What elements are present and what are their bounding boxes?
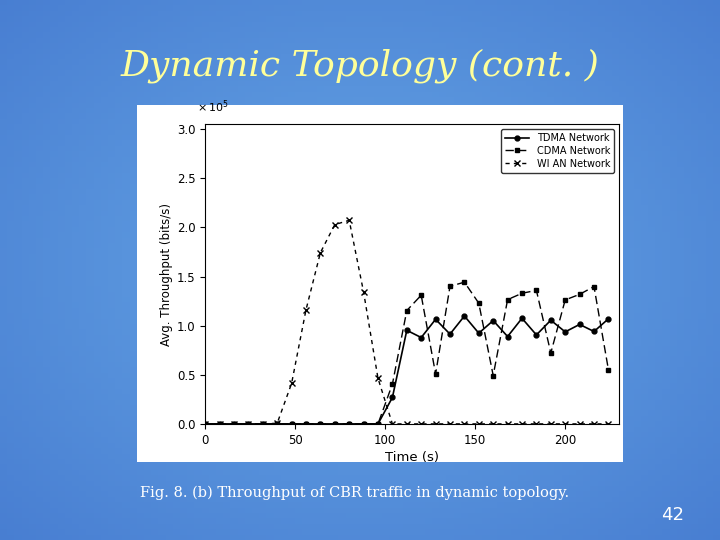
CDMA Network xyxy=(446,283,454,289)
CDMA Network xyxy=(316,421,325,427)
WI AN Network xyxy=(575,421,584,427)
CDMA Network xyxy=(431,371,440,377)
Line: WI AN Network: WI AN Network xyxy=(202,218,611,427)
TDMA Network xyxy=(402,327,411,334)
TDMA Network xyxy=(345,421,354,427)
CDMA Network xyxy=(532,287,541,294)
CDMA Network xyxy=(258,421,267,427)
Bar xyxy=(137,105,623,462)
WI AN Network xyxy=(273,420,282,427)
Line: TDMA Network: TDMA Network xyxy=(203,314,611,427)
TDMA Network xyxy=(230,421,238,427)
TDMA Network xyxy=(359,421,368,427)
WI AN Network xyxy=(388,421,397,427)
CDMA Network xyxy=(287,421,296,427)
TDMA Network xyxy=(590,328,598,335)
WI AN Network xyxy=(417,421,426,427)
WI AN Network xyxy=(287,380,296,387)
Text: Dynamic Topology (cont. ): Dynamic Topology (cont. ) xyxy=(120,49,600,83)
CDMA Network xyxy=(345,421,354,427)
WI AN Network xyxy=(474,421,483,427)
CDMA Network xyxy=(374,421,382,427)
TDMA Network xyxy=(417,334,426,341)
CDMA Network xyxy=(302,421,310,427)
WI AN Network xyxy=(359,289,368,295)
TDMA Network xyxy=(503,333,512,340)
TDMA Network xyxy=(431,316,440,322)
CDMA Network xyxy=(417,292,426,299)
Y-axis label: Avg. Throughput (bits/s): Avg. Throughput (bits/s) xyxy=(160,202,173,346)
CDMA Network xyxy=(474,300,483,306)
TDMA Network xyxy=(489,318,498,324)
CDMA Network xyxy=(460,279,469,286)
WI AN Network xyxy=(215,421,224,427)
TDMA Network xyxy=(374,421,382,427)
CDMA Network xyxy=(201,421,210,427)
TDMA Network xyxy=(302,421,310,427)
WI AN Network xyxy=(330,221,339,228)
TDMA Network xyxy=(244,421,253,427)
TDMA Network xyxy=(460,313,469,319)
CDMA Network xyxy=(330,421,339,427)
WI AN Network xyxy=(446,421,454,427)
CDMA Network xyxy=(230,421,238,427)
Text: $\times\,10^5$: $\times\,10^5$ xyxy=(197,99,228,115)
WI AN Network xyxy=(503,421,512,427)
CDMA Network xyxy=(273,421,282,427)
TDMA Network xyxy=(316,421,325,427)
CDMA Network xyxy=(604,366,613,373)
CDMA Network xyxy=(489,372,498,379)
CDMA Network xyxy=(546,350,555,356)
WI AN Network xyxy=(402,421,411,427)
TDMA Network xyxy=(532,332,541,338)
CDMA Network xyxy=(561,296,570,303)
CDMA Network xyxy=(518,290,526,296)
WI AN Network xyxy=(546,421,555,427)
CDMA Network xyxy=(388,381,397,387)
Text: Fig. 8. (b) Throughput of CBR traffic in dynamic topology.: Fig. 8. (b) Throughput of CBR traffic in… xyxy=(140,486,570,501)
CDMA Network xyxy=(215,421,224,427)
TDMA Network xyxy=(273,421,282,427)
WI AN Network xyxy=(244,421,253,427)
WI AN Network xyxy=(604,421,613,427)
TDMA Network xyxy=(201,421,210,427)
WI AN Network xyxy=(374,375,382,382)
WI AN Network xyxy=(345,217,354,224)
TDMA Network xyxy=(518,315,526,321)
TDMA Network xyxy=(287,421,296,427)
TDMA Network xyxy=(215,421,224,427)
CDMA Network xyxy=(244,421,253,427)
WI AN Network xyxy=(258,421,267,427)
TDMA Network xyxy=(546,317,555,323)
TDMA Network xyxy=(561,329,570,335)
TDMA Network xyxy=(575,321,584,328)
TDMA Network xyxy=(258,421,267,427)
WI AN Network xyxy=(431,421,440,427)
WI AN Network xyxy=(532,421,541,427)
TDMA Network xyxy=(604,315,613,322)
TDMA Network xyxy=(474,330,483,336)
TDMA Network xyxy=(446,331,454,338)
Legend: TDMA Network, CDMA Network, WI AN Network: TDMA Network, CDMA Network, WI AN Networ… xyxy=(501,129,614,173)
WI AN Network xyxy=(302,307,310,313)
Line: CDMA Network: CDMA Network xyxy=(203,280,611,427)
WI AN Network xyxy=(518,421,526,427)
CDMA Network xyxy=(402,307,411,314)
WI AN Network xyxy=(590,421,598,427)
WI AN Network xyxy=(460,421,469,427)
Text: 42: 42 xyxy=(661,506,684,524)
WI AN Network xyxy=(201,421,210,427)
CDMA Network xyxy=(590,284,598,290)
WI AN Network xyxy=(489,421,498,427)
X-axis label: Time (s): Time (s) xyxy=(385,451,439,464)
CDMA Network xyxy=(359,421,368,427)
TDMA Network xyxy=(330,421,339,427)
CDMA Network xyxy=(503,296,512,303)
WI AN Network xyxy=(230,421,238,427)
TDMA Network xyxy=(388,394,397,401)
WI AN Network xyxy=(561,421,570,427)
WI AN Network xyxy=(316,249,325,256)
CDMA Network xyxy=(575,291,584,298)
